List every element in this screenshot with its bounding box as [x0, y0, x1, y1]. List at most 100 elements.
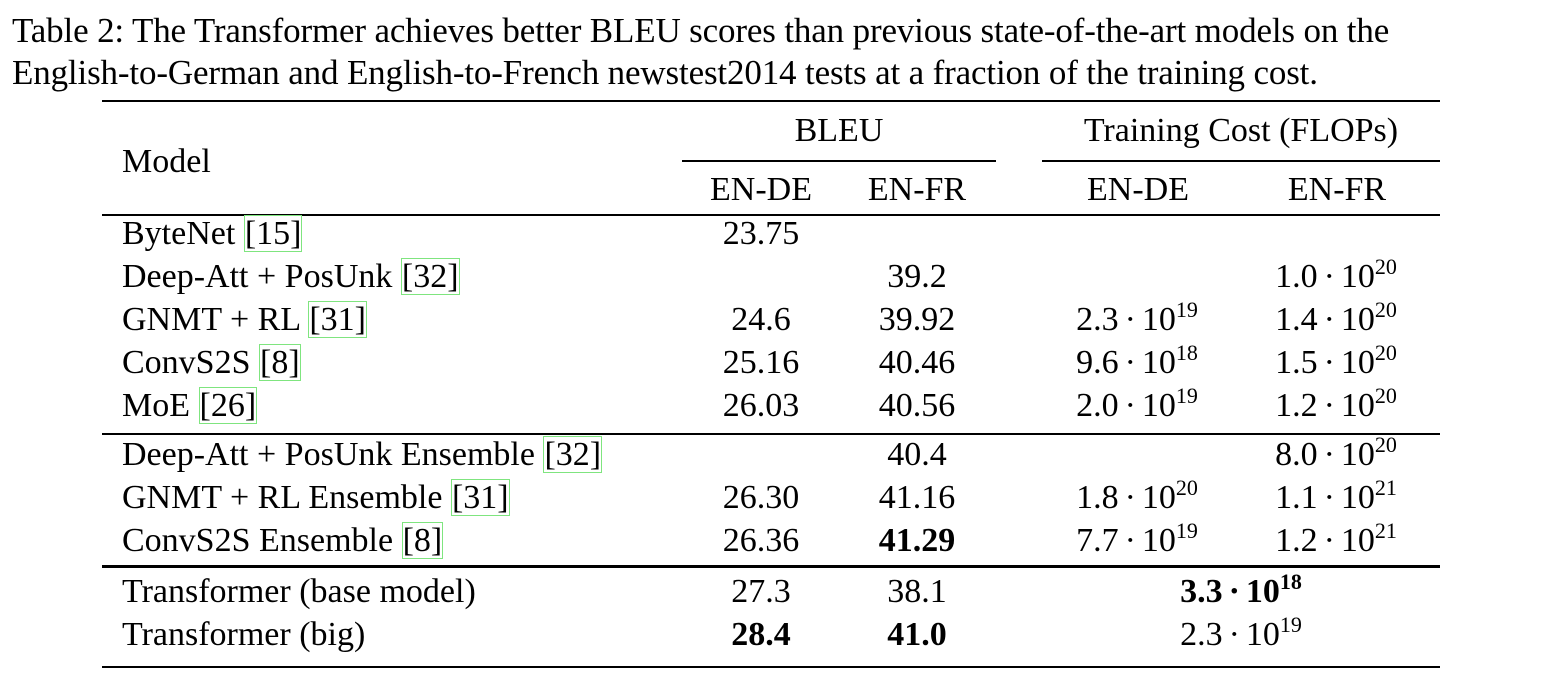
bleu-en-fr-value: 39.2	[887, 258, 947, 295]
header-bottom-rule	[102, 214, 1440, 216]
model-label: GNMT + RL	[122, 301, 309, 338]
model-name: Transformer (big)	[122, 615, 365, 655]
mantissa: 2.3	[1180, 616, 1223, 653]
model-name: ConvS2S [8]	[122, 343, 301, 383]
multiplication-dot: ·	[1228, 573, 1240, 610]
power-base: 10	[1340, 344, 1375, 381]
cost-en-fr-value: 1.2 · 1021	[1236, 520, 1436, 561]
citation-link[interactable]: [15]	[243, 215, 303, 252]
multiplication-dot: ·	[1323, 258, 1335, 295]
mantissa: 1.2	[1275, 387, 1318, 424]
multiplication-dot: ·	[1323, 301, 1335, 338]
power-base: 10	[1141, 387, 1176, 424]
multiplication-dot: ·	[1323, 344, 1335, 381]
citation-link[interactable]: [26]	[198, 387, 258, 424]
citation-link[interactable]: [8]	[401, 522, 444, 559]
exponent: 20	[1374, 254, 1397, 279]
exponent: 18	[1175, 340, 1198, 365]
model-name: Deep-Att + PosUnk [32]	[122, 257, 460, 297]
mantissa: 2.3	[1076, 301, 1119, 338]
model-label: ByteNet	[122, 215, 244, 252]
bleu-en-fr-value: 40.46	[878, 344, 956, 381]
citation-link[interactable]: [31]	[450, 479, 510, 516]
bleu-en-de-value: 26.30	[722, 479, 800, 516]
cost-en-fr-value: 1.0 · 1020	[1236, 254, 1436, 297]
header-bleu: BLEU	[794, 112, 884, 149]
citation-link[interactable]: [32]	[400, 258, 460, 295]
citation-link[interactable]: [32]	[543, 436, 603, 473]
exponent: 20	[1374, 340, 1397, 365]
model-label: Deep-Att + PosUnk	[122, 258, 401, 295]
power-base: 10	[1340, 387, 1375, 424]
cost-en-fr-value: 1.1 · 1021	[1236, 475, 1436, 518]
table-bottom-rule	[102, 666, 1440, 668]
model-label: ConvS2S Ensemble	[122, 522, 402, 559]
multiplication-dot: ·	[1124, 479, 1136, 516]
exponent: 19	[1175, 383, 1198, 408]
mantissa: 1.4	[1275, 301, 1318, 338]
power-base: 10	[1141, 344, 1176, 381]
cost-en-fr-value: 1.4 · 1020	[1236, 299, 1436, 340]
model-label: MoE	[122, 387, 199, 424]
multiplication-dot: ·	[1124, 522, 1136, 559]
bleu-en-fr-value: 40.4	[887, 436, 947, 473]
power-base: 10	[1141, 301, 1176, 338]
table-top-rule	[102, 100, 1440, 102]
multiplication-dot: ·	[1124, 387, 1136, 424]
multiplication-dot: ·	[1323, 522, 1335, 559]
cost-en-de-value: 2.0 · 1019	[1042, 383, 1232, 426]
exponent: 20	[1374, 432, 1397, 457]
bleu-en-de-value: 26.03	[722, 387, 800, 424]
bleu-en-fr-value: 40.56	[878, 387, 956, 424]
header-bleu-en-fr: EN-FR	[867, 171, 967, 208]
transformer-separator-rule	[102, 565, 1440, 568]
model-name: GNMT + RL [31]	[122, 300, 368, 340]
cost-en-de-value: 9.6 · 1018	[1042, 340, 1232, 383]
header-bleu-en-de: EN-DE	[710, 171, 812, 208]
group-separator-rule	[102, 433, 1440, 435]
model-label: Transformer (base model)	[122, 573, 476, 610]
cost-en-fr-value: 1.5 · 1020	[1236, 340, 1436, 383]
citation-link[interactable]: [8]	[259, 344, 301, 381]
header-cost-en-fr: EN-FR	[1287, 171, 1387, 208]
bleu-en-fr-value: 39.92	[878, 301, 956, 338]
model-label: Deep-Att + PosUnk Ensemble	[122, 436, 544, 473]
model-name: Transformer (base model)	[122, 572, 476, 612]
mantissa: 1.5	[1275, 344, 1318, 381]
power-base: 10	[1245, 573, 1280, 610]
model-label: ConvS2S	[122, 344, 259, 381]
header-model: Model	[122, 143, 211, 180]
citation-link[interactable]: [31]	[308, 301, 368, 338]
mantissa: 3.3	[1180, 573, 1223, 610]
model-name: Deep-Att + PosUnk Ensemble [32]	[122, 435, 603, 475]
multiplication-dot: ·	[1323, 387, 1335, 424]
exponent: 18	[1279, 569, 1302, 594]
header-training-cost: Training Cost (FLOPs)	[1083, 112, 1399, 149]
power-base: 10	[1340, 301, 1375, 338]
model-name: MoE [26]	[122, 386, 258, 426]
model-name: ConvS2S Ensemble [8]	[122, 521, 444, 561]
multiplication-dot: ·	[1124, 344, 1136, 381]
bleu-en-fr-value: 41.29	[878, 522, 956, 559]
power-base: 10	[1340, 479, 1375, 516]
power-base: 10	[1340, 258, 1375, 295]
caption-line-1: Table 2: The Transformer achieves better…	[12, 11, 1390, 50]
power-base: 10	[1245, 616, 1280, 653]
mantissa: 8.0	[1275, 436, 1318, 473]
power-base: 10	[1141, 479, 1176, 516]
cost-en-de-value: 1.8 · 1020	[1042, 475, 1232, 518]
exponent: 20	[1175, 475, 1198, 500]
training-cost-value: 2.3 · 1019	[1042, 612, 1440, 655]
model-name: GNMT + RL Ensemble [31]	[122, 478, 510, 518]
mantissa: 2.0	[1076, 387, 1119, 424]
model-label: Transformer (big)	[122, 616, 366, 653]
cost-en-de-value: 2.3 · 1019	[1042, 297, 1232, 340]
multiplication-dot: ·	[1228, 616, 1240, 653]
table-caption: Table 2: The Transformer achieves better…	[12, 10, 1538, 94]
exponent: 21	[1374, 475, 1397, 500]
exponent: 19	[1175, 297, 1198, 322]
exponent: 19	[1279, 612, 1302, 637]
multiplication-dot: ·	[1124, 301, 1136, 338]
bleu-en-de-value: 28.4	[731, 616, 791, 653]
exponent: 20	[1374, 383, 1397, 408]
